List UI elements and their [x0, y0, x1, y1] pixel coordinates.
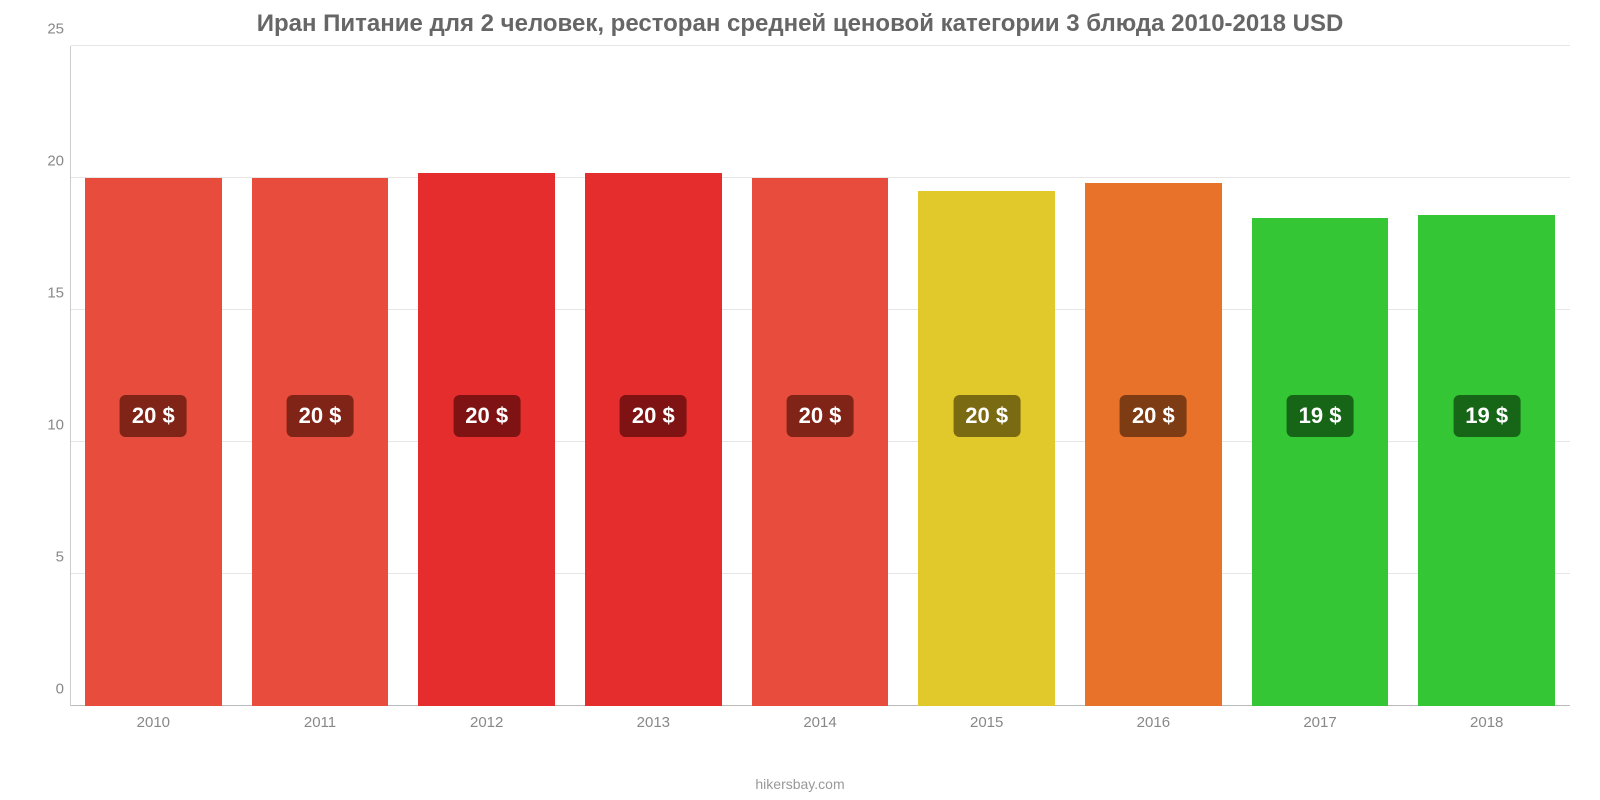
x-tick: 2012 [403, 706, 570, 736]
bar-slot: 20 $ [70, 46, 237, 706]
bar [585, 173, 722, 706]
y-tick: 15 [47, 285, 64, 302]
chart-container: Иран Питание для 2 человек, ресторан сре… [0, 0, 1600, 800]
bar-slot: 20 $ [737, 46, 904, 706]
bar [85, 178, 222, 706]
x-tick: 2018 [1403, 706, 1570, 736]
x-tick: 2011 [237, 706, 404, 736]
bar [1252, 218, 1389, 706]
bar-slot: 20 $ [570, 46, 737, 706]
x-tick: 2013 [570, 706, 737, 736]
bar-slot: 20 $ [1070, 46, 1237, 706]
bars-area: 20 $ 20 $ 20 $ 20 $ 20 $ 20 $ 20 $ 19 $ 19 $ [70, 46, 1570, 706]
value-label: 20 $ [787, 395, 854, 437]
bar-slot: 19 $ [1403, 46, 1570, 706]
x-tick: 2010 [70, 706, 237, 736]
bar-slot: 19 $ [1237, 46, 1404, 706]
bar [1418, 215, 1555, 706]
bar-slot: 20 $ [903, 46, 1070, 706]
y-tick: 10 [47, 417, 64, 434]
plot-area: 0510152025 20 $20 $20 $20 $20 $20 $20 $1… [30, 46, 1570, 736]
value-label: 20 $ [620, 395, 687, 437]
x-axis: 201020112012201320142015201620172018 [70, 706, 1570, 736]
bar [752, 178, 889, 706]
y-tick: 5 [56, 549, 64, 566]
value-label: 20 $ [953, 395, 1020, 437]
y-tick: 20 [47, 153, 64, 170]
value-label: 20 $ [120, 395, 187, 437]
value-label: 20 $ [287, 395, 354, 437]
bar-slot: 20 $ [403, 46, 570, 706]
bar-slot: 20 $ [237, 46, 404, 706]
value-label: 19 $ [1453, 395, 1520, 437]
value-label: 19 $ [1287, 395, 1354, 437]
value-label: 20 $ [1120, 395, 1187, 437]
y-tick: 25 [47, 21, 64, 38]
bar [418, 173, 555, 706]
bar [918, 191, 1055, 706]
x-tick: 2014 [737, 706, 904, 736]
bar [252, 178, 389, 706]
y-tick: 0 [56, 681, 64, 698]
x-tick: 2017 [1237, 706, 1404, 736]
bar [1085, 183, 1222, 706]
watermark: hikersbay.com [755, 776, 844, 792]
value-label: 20 $ [453, 395, 520, 437]
x-tick: 2016 [1070, 706, 1237, 736]
x-tick: 2015 [903, 706, 1070, 736]
chart-title: Иран Питание для 2 человек, ресторан сре… [30, 10, 1570, 38]
y-axis: 0510152025 [30, 46, 70, 706]
